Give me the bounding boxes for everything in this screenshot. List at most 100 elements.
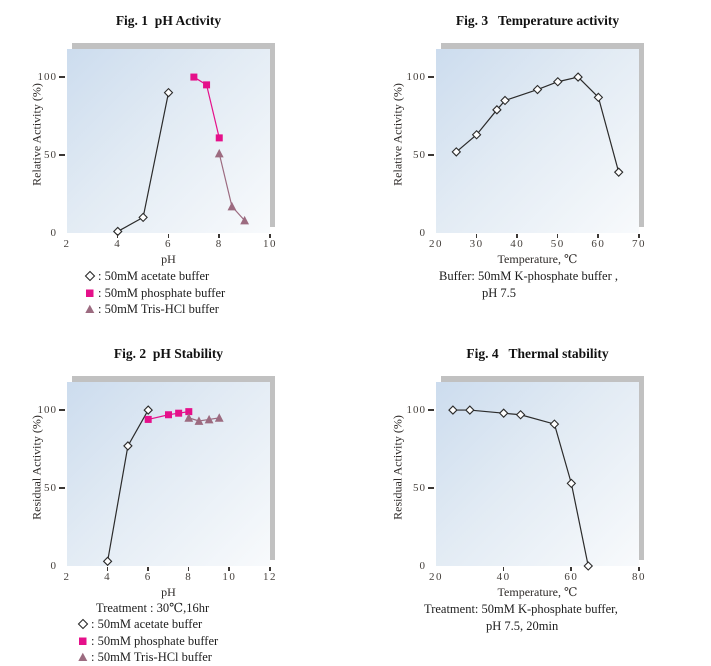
x-tick-label: 60 <box>564 571 579 583</box>
figure-3-y-axis-label: Relative Activity (%) <box>390 83 405 186</box>
data-point-marker <box>184 413 194 422</box>
diamond-marker-icon <box>77 618 90 630</box>
data-series-layer <box>451 72 624 177</box>
x-tick-label: 20 <box>429 238 443 250</box>
figure-4-plot-area: Residual Activity (%) Temperature, ℃ 0 50… <box>391 376 645 599</box>
series-line <box>107 409 149 562</box>
x-tick-label: 10 <box>263 238 277 250</box>
legend-item-phosphate: : 50mM phosphate buffer <box>84 285 225 302</box>
data-point-marker <box>553 76 563 87</box>
y-tick-label: 0 <box>419 227 426 239</box>
data-point-marker <box>214 413 224 422</box>
figure-3-panel: Fig. 3 Temperature activity Relative Act… <box>355 0 711 333</box>
x-tick-label: 6 <box>165 238 172 250</box>
y-tick-label: 50 <box>44 149 57 162</box>
data-point-marker <box>175 409 183 417</box>
x-tick-mark <box>556 234 559 238</box>
data-point-marker <box>143 405 153 415</box>
legend-label: : 50mM Tris-HCl buffer <box>91 650 212 664</box>
x-tick-label: 40 <box>510 238 525 250</box>
triangle-marker-icon <box>77 651 90 663</box>
diamond-marker-icon <box>84 270 97 282</box>
caption-line: Treatment: 50mM K-phosphate buffer, <box>424 602 618 616</box>
figure-4-y-axis-label: Residual Activity (%) <box>390 415 405 520</box>
y-tick-label: 0 <box>50 560 57 572</box>
caption-line: Treatment : 30℃,16hr <box>96 601 210 615</box>
figure-1-legend: : 50mM acetate buffer : 50mM phosphate b… <box>84 268 225 318</box>
x-tick-label: 30 <box>469 238 484 250</box>
figure-2-panel: Fig. 2 pH Stability Residual Activity (%… <box>0 333 355 666</box>
x-tick-mark <box>570 567 572 571</box>
x-tick-mark <box>597 234 599 238</box>
series-line <box>188 417 220 422</box>
data-point-marker <box>451 147 462 157</box>
x-tick-label: 2 <box>63 238 71 250</box>
data-point-marker <box>515 409 526 420</box>
data-point-marker <box>583 561 594 571</box>
data-point-marker <box>227 201 237 211</box>
x-tick-mark <box>475 234 478 238</box>
data-point-marker <box>102 556 113 567</box>
data-point-marker <box>471 129 482 140</box>
y-tick-mark <box>59 409 65 411</box>
x-tick-label: 20 <box>429 571 443 583</box>
data-point-marker <box>194 416 204 425</box>
legend-label: : 50mM acetate buffer <box>98 269 210 283</box>
data-point-marker <box>215 134 223 142</box>
x-tick-label: 12 <box>263 571 277 583</box>
legend-label: : 50mM Tris-HCl buffer <box>98 302 219 316</box>
legend-item-acetate: : 50mM acetate buffer <box>84 268 225 285</box>
legend-item-phosphate: : 50mM phosphate buffer <box>77 633 218 650</box>
figure-2-title: Fig. 2 pH Stability <box>113 346 224 361</box>
data-point-marker <box>165 411 172 419</box>
data-point-marker <box>549 419 560 429</box>
legend-label: : 50mM acetate buffer <box>91 617 203 631</box>
data-point-marker <box>593 92 604 103</box>
x-tick-mark <box>638 567 640 571</box>
square-marker-icon <box>77 635 90 647</box>
data-point-marker <box>566 478 577 489</box>
x-tick-mark <box>187 567 190 571</box>
data-point-marker <box>492 105 502 115</box>
data-point-marker <box>190 73 198 81</box>
figure-2-x-axis-label: pH <box>161 585 176 599</box>
x-tick-label: 6 <box>144 571 152 583</box>
figure-2-legend: : 50mM acetate buffer : 50mM phosphate b… <box>77 616 218 666</box>
figure-2-plot <box>67 382 270 567</box>
y-tick-mark <box>428 409 434 411</box>
caption-line: pH 7.5, 20min <box>486 618 559 633</box>
data-point-marker <box>500 95 510 106</box>
x-tick-label: 10 <box>222 571 237 583</box>
y-tick-label: 50 <box>413 482 426 495</box>
legend-label: : 50mM phosphate buffer <box>98 285 226 300</box>
x-tick-mark <box>218 234 220 238</box>
figure-1-title: Fig. 1 pH Activity <box>115 13 222 28</box>
data-point-marker <box>204 414 214 424</box>
figure-3-title: Fig. 3 Temperature activity <box>455 13 620 28</box>
x-tick-label: 50 <box>550 238 565 250</box>
figure-1-panel: Fig. 1 pH Activity Relative Activity (%)… <box>0 0 355 333</box>
figure-4-title: Fig. 4 Thermal stability <box>466 346 609 361</box>
square-marker-icon <box>84 287 97 299</box>
series-line <box>218 153 246 221</box>
legend-item-tris: : 50mM Tris-HCl buffer <box>77 649 218 666</box>
x-tick-label: 8 <box>215 238 223 250</box>
x-tick-mark <box>228 567 230 571</box>
legend-item-tris: : 50mM Tris-HCl buffer <box>84 301 225 318</box>
figure-1-plot-area: Relative Activity (%) pH 0 50 100 2 4 6 8 10 <box>30 43 276 266</box>
figure-4-plot <box>436 382 639 571</box>
y-tick-label: 100 <box>37 71 57 84</box>
data-point-marker <box>532 84 543 95</box>
y-tick-mark <box>428 76 434 78</box>
x-tick-mark <box>106 567 109 571</box>
x-tick-label: 4 <box>104 571 112 583</box>
y-tick-label: 50 <box>413 149 426 162</box>
x-tick-mark <box>269 234 271 238</box>
figure-4-x-axis-label: Temperature, ℃ <box>497 585 578 599</box>
x-tick-label: 4 <box>114 238 122 250</box>
y-tick-label: 0 <box>419 560 426 572</box>
y-tick-mark <box>59 76 65 78</box>
y-tick-mark <box>59 154 65 156</box>
y-tick-label: 100 <box>406 71 426 84</box>
